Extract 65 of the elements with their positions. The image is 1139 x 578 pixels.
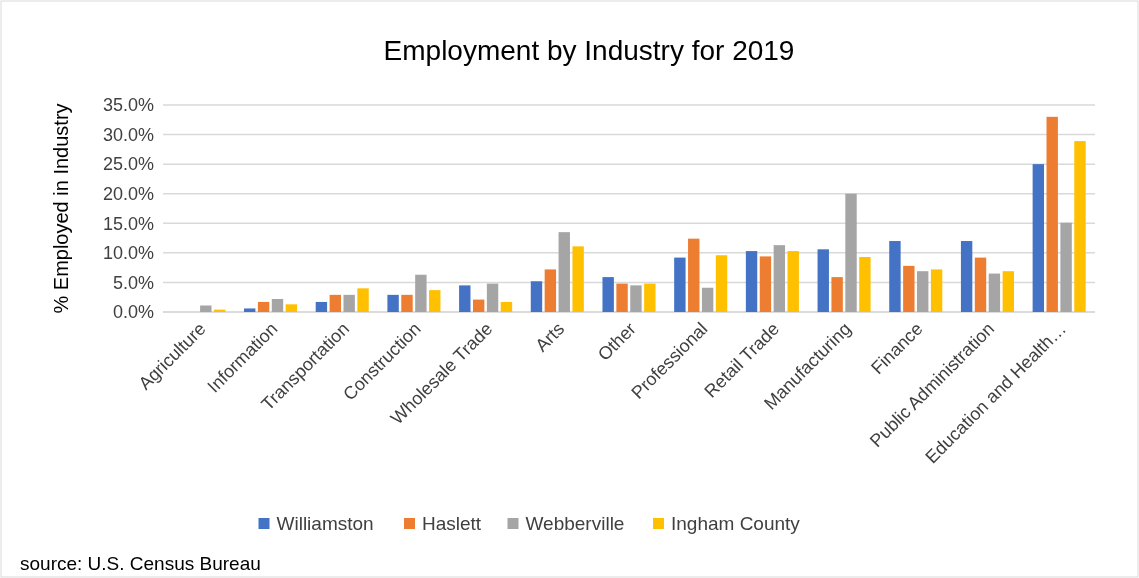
bar <box>1002 271 1014 312</box>
y-tick-label: 10.0% <box>102 243 154 264</box>
bar <box>688 238 700 312</box>
bar <box>974 257 987 312</box>
bar <box>401 294 413 312</box>
bar <box>1060 222 1072 312</box>
bar <box>558 232 570 312</box>
bar <box>271 298 284 312</box>
chart-title: Employment by Industry for 2019 <box>383 35 795 66</box>
bar <box>787 251 799 312</box>
bar <box>715 255 728 312</box>
bar <box>674 257 686 312</box>
bar <box>1046 116 1058 312</box>
bar <box>544 269 557 312</box>
bar <box>387 294 399 312</box>
bar <box>343 294 355 312</box>
bar <box>630 285 642 312</box>
bar <box>1032 164 1045 312</box>
bar <box>472 299 485 312</box>
bar <box>486 283 499 312</box>
legend-label: Williamston <box>276 513 374 534</box>
y-tick-label: 20.0% <box>102 183 154 204</box>
x-tick-label: Arts <box>531 318 569 356</box>
bar <box>831 277 843 312</box>
y-tick-label: 25.0% <box>102 154 154 175</box>
y-tick-label: 0.0% <box>112 302 154 323</box>
bar <box>845 193 857 312</box>
y-tick-label: 30.0% <box>102 124 154 145</box>
bar <box>917 271 929 312</box>
legend-label: Webberville <box>525 513 625 534</box>
bar <box>1074 141 1086 312</box>
bar <box>773 245 786 312</box>
bar <box>859 257 871 312</box>
bar <box>930 269 943 312</box>
bar <box>759 256 772 312</box>
bar <box>530 281 543 312</box>
bar <box>357 288 369 312</box>
bar <box>960 241 973 312</box>
y-tick-label: 15.0% <box>102 213 154 234</box>
y-tick-label: 5.0% <box>112 272 154 293</box>
bar <box>459 285 471 312</box>
bar <box>701 287 714 312</box>
bar <box>315 301 328 312</box>
y-tick-label: 35.0% <box>102 95 154 116</box>
source-note: source: U.S. Census Bureau <box>20 553 261 574</box>
bar <box>285 304 298 312</box>
bar <box>572 246 584 312</box>
bar <box>817 249 829 312</box>
legend-label: Haslett <box>422 513 482 534</box>
bar <box>644 283 656 312</box>
bar <box>889 241 901 312</box>
bar <box>745 251 758 312</box>
bar <box>429 290 441 312</box>
legend-label: Ingham County <box>671 513 801 534</box>
bar <box>616 283 628 312</box>
bar <box>415 274 427 312</box>
bar <box>329 294 341 312</box>
bar <box>200 305 212 312</box>
y-axis-title: % Employed in Industry <box>50 103 72 314</box>
bar <box>244 308 256 312</box>
bar <box>903 265 915 312</box>
bar <box>602 277 614 312</box>
bar <box>500 301 513 312</box>
bar <box>988 273 1001 312</box>
bar <box>257 301 270 312</box>
